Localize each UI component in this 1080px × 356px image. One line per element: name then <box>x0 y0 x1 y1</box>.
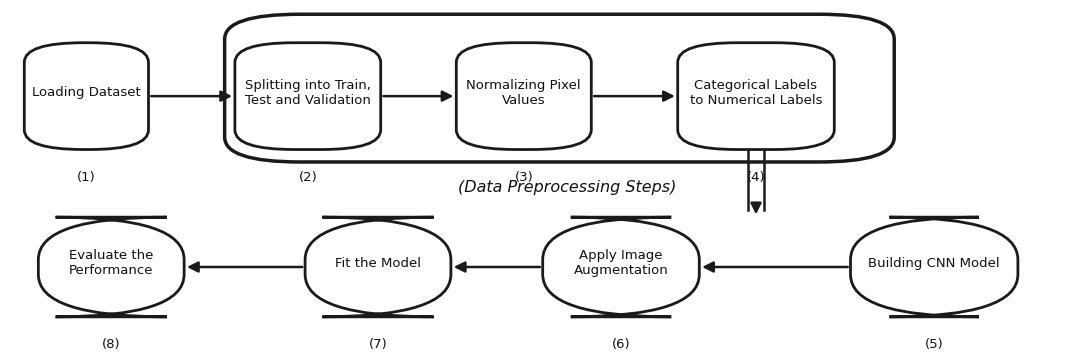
Text: Normalizing Pixel
Values: Normalizing Pixel Values <box>467 79 581 106</box>
Text: (4): (4) <box>746 171 766 184</box>
FancyBboxPatch shape <box>38 217 184 317</box>
Text: (7): (7) <box>368 338 388 351</box>
Text: Fit the Model: Fit the Model <box>335 257 421 270</box>
Text: Building CNN Model: Building CNN Model <box>868 257 1000 270</box>
FancyBboxPatch shape <box>851 217 1017 317</box>
Text: (2): (2) <box>298 171 318 184</box>
FancyBboxPatch shape <box>25 43 149 150</box>
Text: Splitting into Train,
Test and Validation: Splitting into Train, Test and Validatio… <box>245 79 370 106</box>
Text: (Data Preprocessing Steps): (Data Preprocessing Steps) <box>458 180 676 195</box>
Text: (3): (3) <box>514 171 534 184</box>
Text: (5): (5) <box>924 338 944 351</box>
FancyBboxPatch shape <box>235 43 380 150</box>
FancyBboxPatch shape <box>457 43 592 150</box>
Text: Loading Dataset: Loading Dataset <box>32 86 140 99</box>
Text: (6): (6) <box>611 338 631 351</box>
FancyBboxPatch shape <box>678 43 834 150</box>
Text: Evaluate the
Performance: Evaluate the Performance <box>69 250 153 277</box>
Text: Apply Image
Augmentation: Apply Image Augmentation <box>573 250 669 277</box>
Text: (1): (1) <box>77 171 96 184</box>
FancyBboxPatch shape <box>542 217 700 317</box>
Text: (8): (8) <box>102 338 121 351</box>
Text: Categorical Labels
to Numerical Labels: Categorical Labels to Numerical Labels <box>690 79 822 106</box>
FancyBboxPatch shape <box>305 217 451 317</box>
